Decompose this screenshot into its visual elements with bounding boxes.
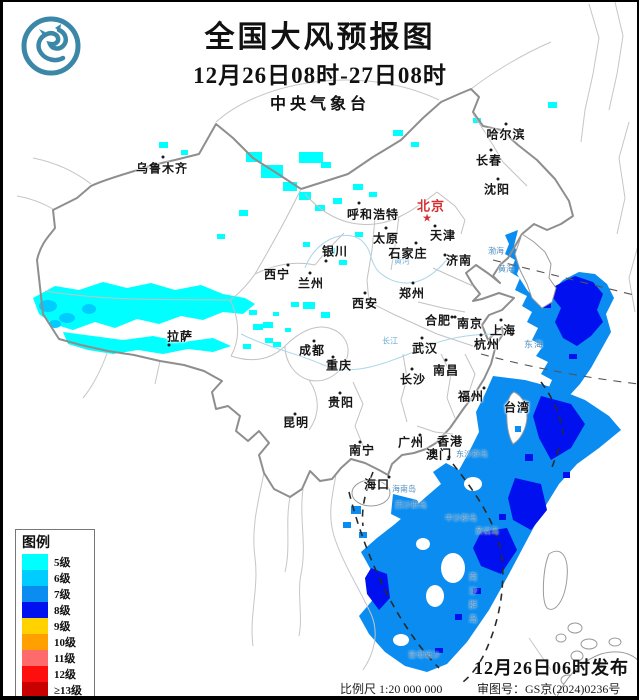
province-borders (44, 113, 528, 447)
legend-swatch (22, 570, 48, 586)
nine-dash-line (348, 259, 637, 683)
legend-swatch (22, 602, 48, 618)
legend-item: 11级 (22, 650, 94, 666)
foreign-borders (16, 2, 637, 693)
cma-dragon-logo (19, 14, 83, 78)
legend-label: 8级 (54, 605, 71, 617)
legend-swatch (22, 666, 48, 682)
legend-label: 7级 (54, 589, 71, 601)
luzon-outline (542, 550, 568, 610)
legend-item: 12级 (22, 666, 94, 682)
islands (351, 233, 637, 696)
legend-swatch (22, 634, 48, 650)
legend-title: 图例 (22, 536, 50, 551)
legend-swatch (22, 554, 48, 570)
wind-area-level6 (39, 300, 96, 328)
rivers (240, 234, 498, 371)
wind-area-level8 (365, 276, 603, 653)
map-approval-number: 审图号：GS京(2024)0236号 (477, 682, 621, 696)
page-title: 全国大风预报图 (204, 21, 436, 54)
legend-item: 6级 (22, 570, 94, 586)
legend-item: 8级 (22, 602, 94, 618)
china-border (36, 88, 574, 498)
map-scale: 比例尺 1:20 000 000 (340, 682, 443, 696)
hainan-island (351, 479, 391, 507)
legend-label: ≥13级 (54, 685, 83, 697)
legend: 图例 5级 6级 7级 8级 9级 10级 11级 12级 ≥13级 (15, 529, 95, 697)
legend-items: 5级 6级 7级 8级 9级 10级 11级 12级 ≥13级 (22, 554, 94, 697)
legend-swatch (22, 682, 48, 696)
legend-label: 5级 (54, 557, 71, 569)
forecast-period: 12月26日08时-27日08时 (193, 63, 447, 88)
korea-outline (514, 233, 557, 309)
legend-swatch (22, 650, 48, 666)
legend-swatch (22, 618, 48, 634)
legend-label: 10级 (54, 637, 76, 649)
legend-item: ≥13级 (22, 682, 94, 697)
legend-item: 5级 (22, 554, 94, 570)
taiwan-island (506, 391, 528, 445)
china-map (16, 2, 637, 696)
borneo-outline (556, 651, 637, 696)
legend-label: 12级 (54, 669, 76, 681)
agency-name: 中央气象台 (269, 96, 370, 113)
legend-label: 9级 (54, 621, 71, 633)
wind-area-level5-cyan (33, 102, 565, 354)
legend-item: 10级 (22, 634, 94, 650)
legend-swatch (22, 586, 48, 602)
release-time: 12月26日06时发布 (474, 658, 629, 678)
legend-label: 11级 (54, 653, 76, 665)
legend-item: 7级 (22, 586, 94, 602)
legend-item: 9级 (22, 618, 94, 634)
legend-label: 6级 (54, 573, 71, 585)
